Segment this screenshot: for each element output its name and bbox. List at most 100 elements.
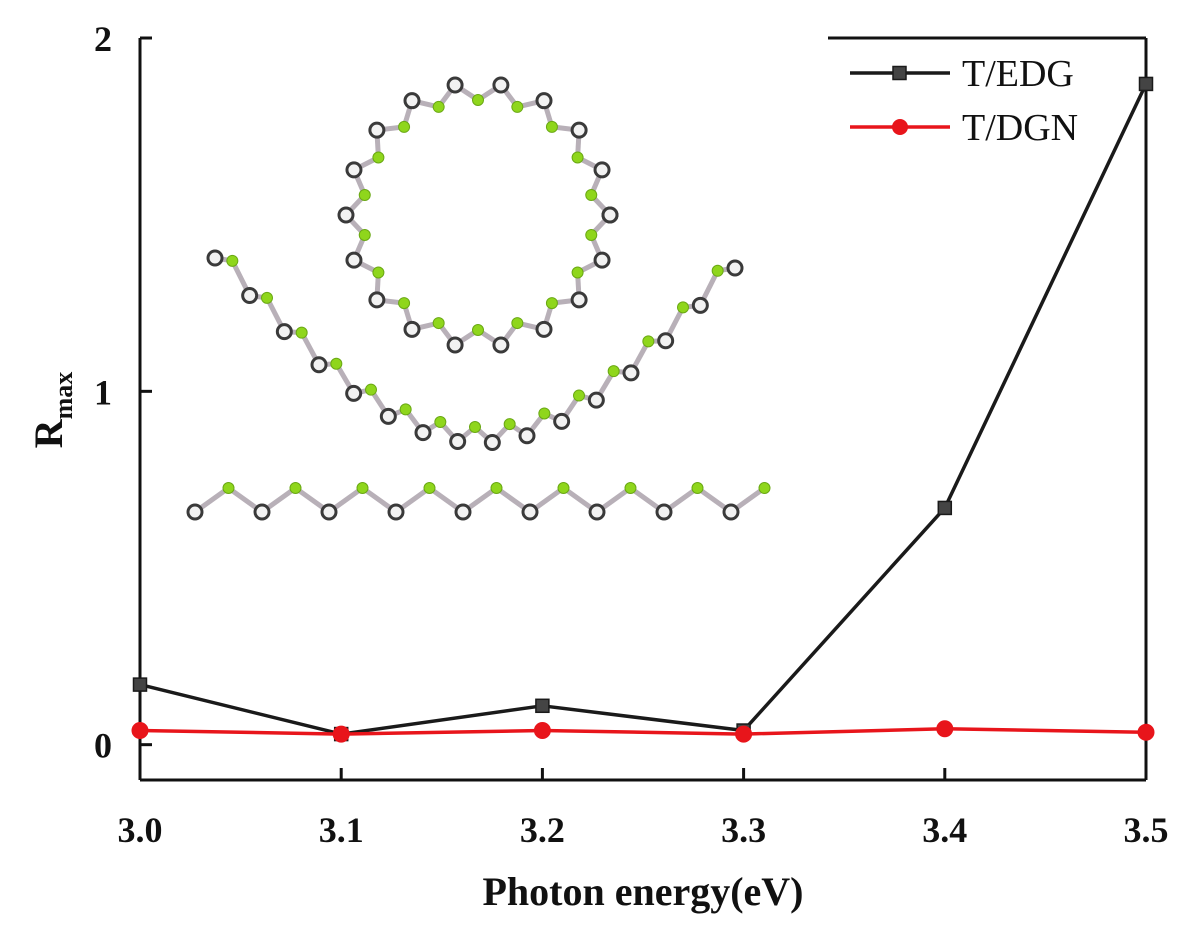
atom-grey: [446, 336, 464, 354]
x-tick-label: 3.3: [721, 810, 766, 850]
atom-green: [472, 324, 484, 336]
atom-green: [573, 389, 585, 402]
atom-green: [399, 403, 412, 416]
atom-green: [557, 482, 570, 494]
data-point-T/EDG: [1138, 76, 1154, 92]
atom-green: [434, 416, 447, 429]
atom-green: [358, 189, 371, 202]
data-point-T/DGN: [533, 722, 551, 740]
atom-green: [511, 317, 524, 330]
atom-green: [372, 151, 385, 164]
atom-green: [490, 482, 503, 494]
atom-green: [503, 418, 516, 431]
atom-green: [585, 189, 598, 202]
atom-green: [261, 291, 273, 304]
atom-green: [677, 301, 689, 314]
curved-nanoribbon: [206, 249, 744, 452]
atom-grey: [387, 503, 405, 521]
atom-green: [365, 383, 377, 396]
atom-grey: [368, 121, 386, 139]
atom-grey: [535, 320, 553, 338]
legend-label-T/DGN: T/DGN: [962, 107, 1078, 149]
atom-grey: [521, 503, 539, 521]
atom-green: [358, 228, 371, 241]
data-point-T/DGN: [735, 725, 753, 743]
atom-grey: [206, 249, 224, 267]
atom-green: [330, 357, 343, 370]
x-tick-label: 3.1: [319, 810, 364, 850]
atom-grey: [345, 161, 363, 179]
atom-grey: [345, 251, 363, 269]
atom-grey: [403, 92, 421, 110]
x-tick-label: 3.0: [118, 810, 163, 850]
atom-grey: [587, 391, 605, 409]
atom-green: [398, 297, 411, 310]
atom-grey: [345, 384, 363, 402]
atom-green: [222, 482, 235, 494]
atom-grey: [368, 291, 386, 309]
atom-grey: [310, 356, 328, 374]
atom-green: [432, 317, 445, 330]
x-tick-label: 3.5: [1124, 810, 1169, 850]
atom-green: [545, 297, 558, 310]
atom-green: [372, 266, 385, 279]
atom-green: [642, 335, 655, 348]
atom-green: [226, 254, 239, 267]
legend-marker-T/EDG: [892, 65, 907, 81]
atom-grey: [186, 503, 204, 521]
atom-grey: [722, 503, 740, 521]
atom-grey: [535, 92, 553, 110]
legend-label-T/EDG: T/EDG: [962, 53, 1074, 95]
data-point-T/DGN: [936, 720, 954, 738]
atom-green: [423, 482, 436, 494]
flat-nanoribbon: [186, 482, 771, 521]
atom-grey: [492, 76, 510, 94]
atom-grey: [726, 259, 744, 277]
atom-green: [624, 482, 637, 494]
series-line-T/DGN: [139, 727, 1147, 736]
data-point-T/EDG: [132, 677, 148, 692]
data-point-T/DGN: [1137, 723, 1155, 741]
atom-green: [758, 482, 771, 494]
atom-grey: [518, 427, 536, 445]
atom-grey: [454, 503, 472, 521]
atom-green: [691, 482, 704, 494]
atom-grey: [446, 76, 464, 94]
atom-grey: [622, 364, 640, 382]
atom-grey: [593, 251, 611, 269]
data-point-T/EDG: [535, 698, 550, 714]
atom-grey: [553, 412, 571, 430]
atom-green: [511, 100, 524, 113]
atom-grey: [593, 161, 611, 179]
atom-grey: [570, 291, 588, 309]
atom-grey: [275, 323, 293, 341]
atom-grey: [691, 296, 709, 314]
series-line-T/EDG: [139, 83, 1148, 736]
atom-grey: [570, 121, 588, 139]
atom-green: [472, 94, 484, 106]
y-tick-label: 2: [94, 19, 112, 59]
molecular-structures-illustration: [186, 76, 771, 521]
atom-green: [545, 120, 558, 133]
atom-grey: [403, 320, 421, 338]
y-tick-label: 1: [94, 372, 112, 412]
data-point-T/DGN: [332, 725, 350, 743]
y-tick-label: 0: [94, 726, 112, 766]
atom-grey: [655, 503, 673, 521]
atom-grey: [601, 206, 619, 224]
atom-green: [432, 100, 445, 113]
atom-green: [711, 264, 724, 277]
atom-grey: [492, 336, 510, 354]
atom-green: [571, 266, 584, 279]
y-axis-title-subscript: max: [49, 372, 78, 420]
atom-grey: [449, 432, 467, 450]
atom-green: [295, 326, 308, 339]
atom-green: [356, 482, 369, 494]
x-tick-label: 3.2: [520, 810, 565, 850]
atom-green: [571, 151, 584, 164]
atom-green: [289, 482, 302, 494]
x-axis-title: Photon energy(eV): [482, 869, 803, 914]
ticks: 3.0 3.1 3.2 3.3 3.4 3.5 0 1 2: [94, 19, 1169, 850]
x-tick-label: 3.4: [922, 810, 967, 850]
